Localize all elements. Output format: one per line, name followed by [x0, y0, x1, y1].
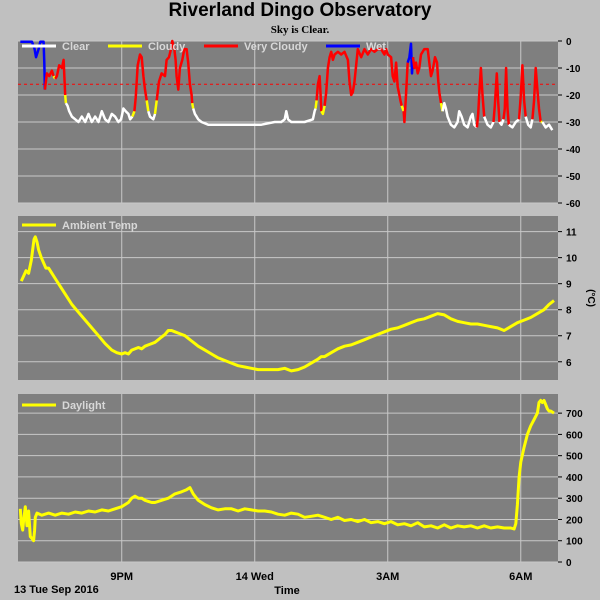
sky-line-very-cloudy [402, 62, 409, 124]
legend-label-wet: Wet [366, 41, 386, 53]
temp-y-axis-label: (°C) [585, 289, 596, 307]
y-tick-label: -20 [566, 91, 581, 102]
legend-label-ambient-temp: Ambient Temp [62, 220, 138, 232]
page-title: Riverland Dingo Observatory [168, 0, 432, 21]
sky-line-cloudy [190, 102, 195, 109]
x-tick-label: 14 Wed [236, 571, 274, 583]
y-tick-label: -30 [566, 118, 581, 129]
y-tick-label: 8 [566, 306, 572, 317]
legend-label-clear: Clear [62, 41, 90, 53]
sky-line-very-cloudy [475, 66, 486, 128]
temp-panel: 6 7 8 9 10 11 Ambient Temp (°C) [18, 216, 596, 380]
sky-line-clear [483, 116, 495, 129]
daylight-panel: 0 100 200 300 400 500 600 700 Daylight [18, 394, 583, 569]
y-tick-label: 9 [566, 280, 572, 291]
legend-label-very-cloudy: Very Cloudy [244, 41, 308, 53]
sky-status-subtitle: Sky is Clear. [270, 24, 330, 36]
x-tick-label: 3AM [376, 571, 399, 583]
y-tick-label: -60 [566, 199, 581, 210]
x-axis-title: Time [274, 585, 299, 597]
sky-line-very-cloudy [323, 47, 403, 107]
temp-series [19, 235, 555, 373]
sky-line-clear [508, 118, 520, 129]
sky-series [20, 39, 554, 131]
legend-label-daylight: Daylight [62, 400, 106, 412]
legend-item-wet: Wet [326, 41, 386, 53]
y-tick-label: -10 [566, 64, 581, 75]
sky-line-cloudy [400, 105, 405, 112]
temp-grid [18, 216, 558, 380]
daylight-line [18, 398, 555, 543]
sky-line-very-cloudy [43, 69, 55, 90]
sky-line-clear [441, 101, 478, 129]
y-tick-label: 11 [566, 228, 577, 239]
sky-line-very-cloudy [133, 53, 148, 112]
y-tick-label: 7 [566, 332, 572, 343]
sky-y-ticks: 0 -10 -20 -30 -40 -50 -60 [558, 37, 581, 210]
daylight-legend: Daylight [22, 400, 106, 412]
x-tick-label: 9PM [110, 571, 133, 583]
sky-line-clear [192, 108, 317, 126]
temp-panel-background [18, 216, 558, 380]
sky-line-cloudy [63, 94, 68, 104]
daylight-grid [18, 394, 558, 563]
x-tick-label: 6AM [509, 571, 532, 583]
sky-line-very-cloudy [517, 64, 527, 120]
y-tick-label: 10 [566, 254, 578, 265]
sky-line-clear [498, 118, 505, 126]
sky-line-very-cloudy [411, 47, 443, 104]
sky-line-clear [147, 110, 157, 121]
sky-line-wet [406, 42, 415, 75]
temp-y-ticks: 6 7 8 9 10 11 [558, 228, 578, 369]
sky-line-very-cloudy [531, 66, 542, 123]
legend-item-clear: Clear [22, 41, 90, 53]
sky-line-cloudy [153, 100, 158, 115]
sky-line-cloudy [145, 100, 150, 112]
y-tick-label: 6 [566, 358, 572, 369]
x-axis-ticks: 9PM 14 Wed 3AM 6AM [110, 571, 532, 583]
sky-line-very-cloudy [492, 72, 501, 123]
legend-item-very-cloudy: Very Cloudy [204, 41, 308, 53]
y-tick-label: 0 [566, 37, 572, 48]
y-tick-label: 500 [566, 452, 583, 463]
y-tick-label: 0 [566, 558, 572, 569]
y-tick-label: -50 [566, 172, 581, 183]
sky-line-very-cloudy [502, 66, 511, 125]
y-tick-label: 600 [566, 430, 583, 441]
y-tick-label: -40 [566, 145, 581, 156]
start-date-label: 13 Tue Sep 2016 [14, 584, 99, 596]
sky-line-cloudy [131, 110, 136, 118]
sky-line-very-cloudy [315, 74, 323, 112]
sky-line-clear [541, 121, 554, 131]
temp-legend: Ambient Temp [22, 220, 138, 232]
sky-line-cloudy [314, 100, 318, 109]
y-tick-label: 200 [566, 515, 583, 526]
daylight-y-ticks: 0 100 200 300 400 500 600 700 [558, 409, 583, 569]
y-tick-label: 700 [566, 409, 583, 420]
sky-line-very-cloudy [155, 39, 194, 104]
y-tick-label: 400 [566, 473, 583, 484]
daylight-series [18, 398, 555, 543]
y-tick-label: 100 [566, 537, 583, 548]
sky-line-wet [20, 40, 47, 90]
y-tick-label: 300 [566, 494, 583, 505]
legend-item-cloudy: Cloudy [108, 41, 186, 53]
sky-panel: 0 -10 -20 -30 -40 -50 -60 Clear Cloudy Very Cl… [18, 37, 581, 210]
sky-line-cloudy [320, 105, 326, 116]
sky-line-clear [64, 102, 134, 124]
daylight-panel-background [18, 394, 558, 562]
sky-line-very-cloudy [54, 58, 67, 96]
legend-label-cloudy: Cloudy [148, 41, 186, 53]
sky-legend: Clear Cloudy Very Cloudy Wet [22, 41, 386, 53]
temp-line [19, 235, 555, 373]
sky-line-clear [524, 116, 534, 129]
